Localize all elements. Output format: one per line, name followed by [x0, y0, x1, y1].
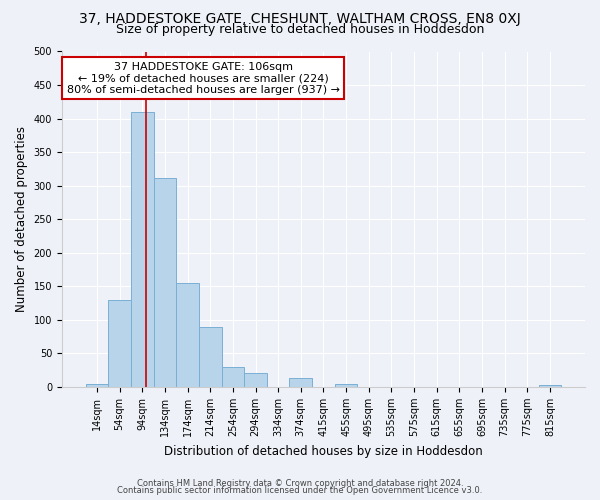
Text: Size of property relative to detached houses in Hoddesdon: Size of property relative to detached ho… [116, 22, 484, 36]
Bar [86, 384, 109, 387]
Bar [131, 112, 154, 387]
Bar [199, 326, 221, 387]
Text: 37 HADDESTOKE GATE: 106sqm
← 19% of detached houses are smaller (224)
80% of sem: 37 HADDESTOKE GATE: 106sqm ← 19% of deta… [67, 62, 340, 95]
Bar [335, 384, 358, 387]
Bar [244, 373, 267, 387]
Bar [154, 178, 176, 387]
Bar [176, 283, 199, 387]
Text: Contains public sector information licensed under the Open Government Licence v3: Contains public sector information licen… [118, 486, 482, 495]
Bar [109, 300, 131, 387]
Y-axis label: Number of detached properties: Number of detached properties [15, 126, 28, 312]
Bar [539, 385, 561, 387]
Bar [221, 368, 244, 387]
Text: 37, HADDESTOKE GATE, CHESHUNT, WALTHAM CROSS, EN8 0XJ: 37, HADDESTOKE GATE, CHESHUNT, WALTHAM C… [79, 12, 521, 26]
X-axis label: Distribution of detached houses by size in Hoddesdon: Distribution of detached houses by size … [164, 444, 483, 458]
Bar [289, 378, 312, 387]
Text: Contains HM Land Registry data © Crown copyright and database right 2024.: Contains HM Land Registry data © Crown c… [137, 478, 463, 488]
